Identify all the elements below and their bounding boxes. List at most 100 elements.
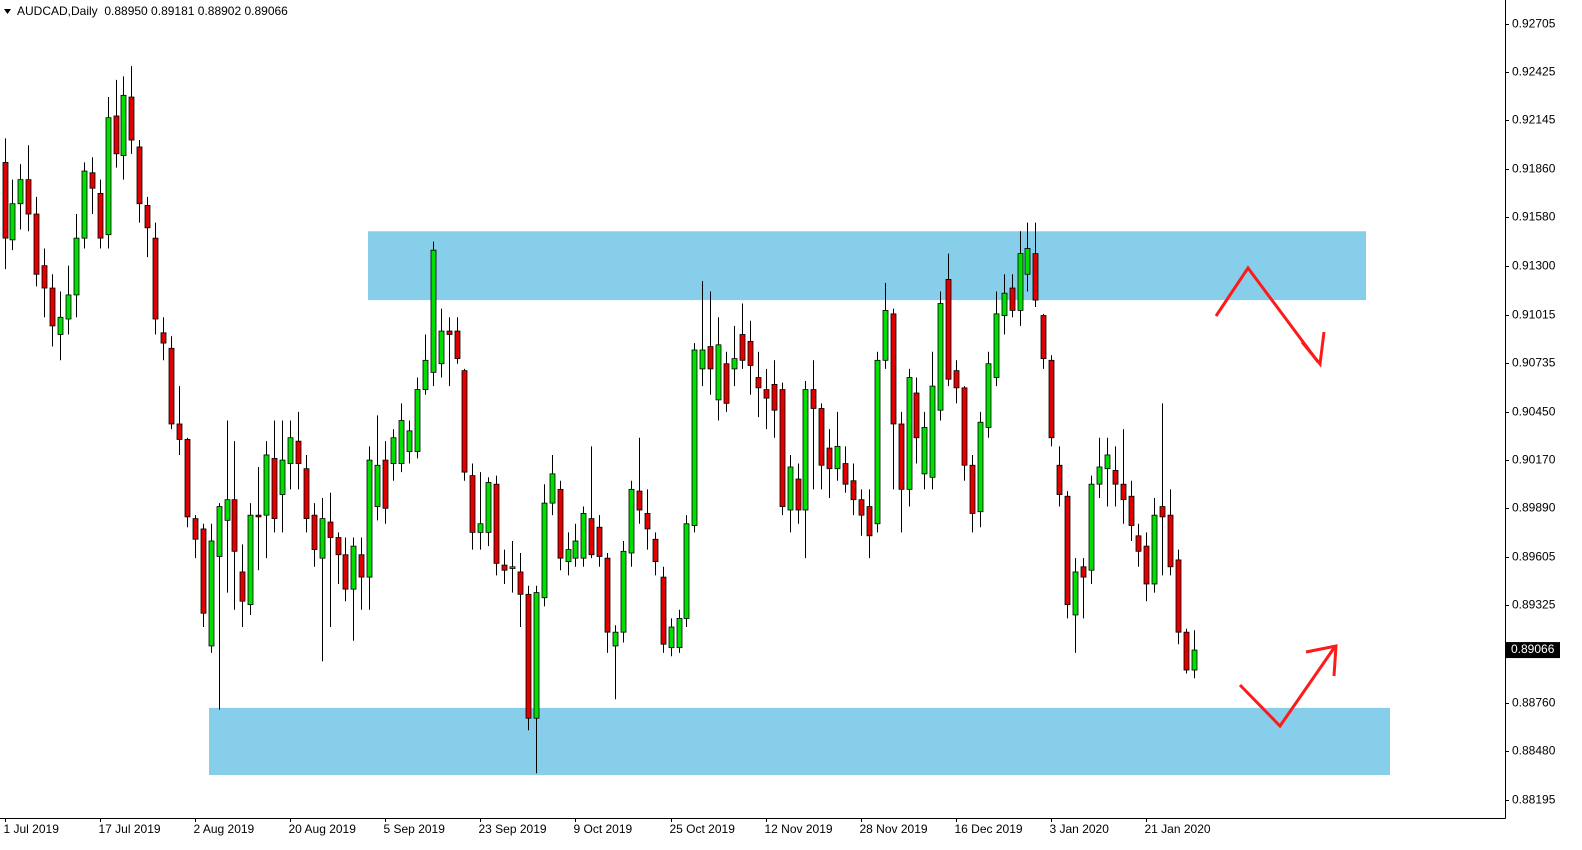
y-tick-label: 0.92145	[1512, 113, 1556, 127]
arrow-up	[1238, 647, 1336, 729]
chart-header: AUDCAD,Daily 0.88950 0.89181 0.88902 0.8…	[17, 4, 288, 18]
candle-body	[1001, 292, 1008, 316]
candle-body	[1175, 559, 1182, 633]
candle-body	[390, 437, 397, 464]
candle-body	[1009, 287, 1016, 311]
candle-body	[1104, 454, 1111, 470]
candle-body	[937, 303, 944, 411]
candle-body	[2, 162, 9, 239]
candle-body	[366, 459, 373, 578]
candle-body	[358, 554, 365, 578]
y-tick-label: 0.88760	[1512, 696, 1556, 710]
x-tick-label: 21 Jan 2020	[1145, 822, 1211, 836]
candle-body	[73, 237, 80, 296]
last-price-box	[1506, 642, 1560, 659]
y-tick-label: 0.88195	[1512, 793, 1556, 807]
candle-body	[422, 359, 429, 390]
candle-body	[120, 94, 127, 156]
candle-body	[303, 468, 310, 520]
candle-body	[1120, 483, 1127, 501]
candle-body	[41, 265, 48, 289]
candle-body	[1183, 631, 1190, 671]
x-tick-label: 17 Jul 2019	[99, 822, 161, 836]
x-tick-label: 16 Dec 2019	[955, 822, 1023, 836]
candle-body	[279, 459, 286, 495]
candle-body	[1080, 566, 1087, 578]
candle-body	[739, 334, 746, 361]
candle-body	[33, 213, 40, 275]
y-tick-label: 0.90735	[1512, 356, 1556, 370]
candle-body	[802, 389, 809, 511]
candle-body	[818, 408, 825, 466]
candle-body	[477, 523, 484, 533]
candle-body	[430, 249, 437, 373]
arrow-head	[1300, 331, 1326, 368]
candle-body	[327, 521, 334, 538]
candle-body	[691, 349, 698, 526]
candle-body	[898, 423, 905, 490]
candle-body	[1128, 495, 1135, 526]
candle-body	[588, 518, 595, 556]
candle-body	[168, 347, 175, 425]
candle-body	[850, 480, 857, 501]
candle-body	[493, 483, 500, 564]
candle-body	[144, 205, 151, 229]
candle-body	[81, 170, 88, 239]
candle-body	[461, 370, 468, 473]
candle-body	[977, 421, 984, 513]
candle-body	[826, 447, 833, 470]
candle-body	[795, 478, 802, 511]
candle-body	[1040, 315, 1047, 359]
candle-body	[763, 389, 770, 399]
candle-body	[239, 571, 246, 602]
candle-body	[406, 430, 413, 452]
candle-body	[580, 513, 587, 559]
candle-body	[596, 526, 603, 557]
candle-body	[65, 294, 72, 320]
x-tick-label: 3 Jan 2020	[1050, 822, 1110, 836]
candle-body	[469, 475, 476, 533]
candle-body	[628, 488, 635, 554]
candle-body	[398, 420, 405, 464]
candle-body	[49, 287, 56, 327]
candle-body	[1064, 495, 1071, 606]
candle-body	[779, 389, 786, 507]
candle-body	[890, 313, 897, 425]
x-tick-label: 28 Nov 2019	[860, 822, 928, 836]
candle-body	[882, 310, 889, 361]
y-tick-label: 0.90450	[1512, 405, 1556, 419]
x-tick-label: 23 Sep 2019	[479, 822, 547, 836]
candle-body	[136, 146, 143, 205]
x-tick-label: 1 Jul 2019	[4, 822, 60, 836]
candle-body	[382, 459, 389, 509]
y-tick-label: 0.89325	[1512, 598, 1556, 612]
candle-body	[945, 279, 952, 380]
y-tick-label: 0.92705	[1512, 17, 1556, 31]
candle-body	[1151, 514, 1158, 585]
zones	[209, 231, 1390, 775]
candle-body	[17, 179, 24, 205]
candle-body	[549, 473, 556, 504]
candle-body	[683, 523, 690, 619]
price-zone	[368, 231, 1366, 301]
candle-body	[755, 377, 762, 389]
candle-body	[652, 538, 659, 563]
candle-body	[9, 203, 16, 241]
candle-body	[184, 439, 191, 518]
candle-body	[533, 592, 540, 719]
candle-body	[319, 518, 326, 559]
candle-body	[565, 549, 572, 563]
candle-body	[113, 115, 120, 155]
candle-body	[350, 545, 357, 590]
candle-body	[517, 571, 524, 595]
candle-body	[1096, 466, 1103, 485]
candle-body	[105, 117, 112, 236]
candle-body	[224, 499, 231, 521]
candle-body	[501, 564, 508, 571]
y-tick-label: 0.91860	[1512, 162, 1556, 176]
y-tick-label: 0.88480	[1512, 744, 1556, 758]
candle-body	[866, 506, 873, 537]
candle-body	[731, 358, 738, 370]
x-tick-label: 5 Sep 2019	[384, 822, 446, 836]
